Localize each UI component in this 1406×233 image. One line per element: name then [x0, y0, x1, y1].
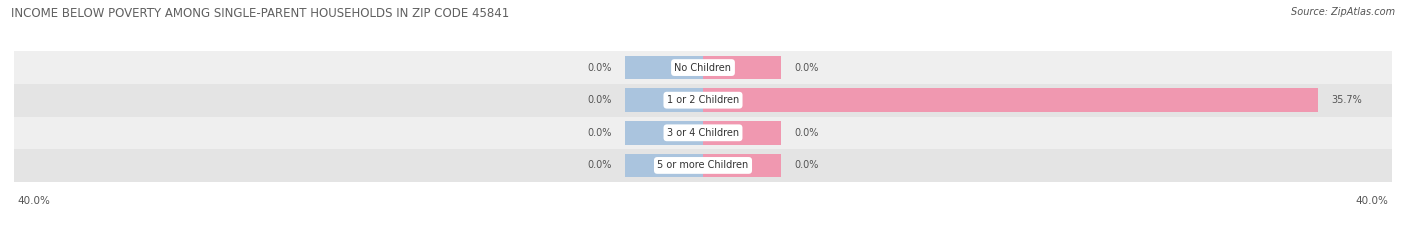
Bar — [14, 116, 1392, 149]
Text: 0.0%: 0.0% — [588, 95, 612, 105]
Text: 0.0%: 0.0% — [588, 161, 612, 170]
Text: 0.0%: 0.0% — [794, 128, 818, 138]
Text: INCOME BELOW POVERTY AMONG SINGLE-PARENT HOUSEHOLDS IN ZIP CODE 45841: INCOME BELOW POVERTY AMONG SINGLE-PARENT… — [11, 7, 509, 20]
Bar — [14, 51, 1392, 84]
Text: No Children: No Children — [675, 63, 731, 72]
Bar — [703, 121, 780, 144]
Bar — [14, 84, 1392, 116]
Text: 40.0%: 40.0% — [17, 196, 51, 206]
Text: 3 or 4 Children: 3 or 4 Children — [666, 128, 740, 138]
Text: 35.7%: 35.7% — [1331, 95, 1362, 105]
Text: 40.0%: 40.0% — [1355, 196, 1389, 206]
Text: Source: ZipAtlas.com: Source: ZipAtlas.com — [1291, 7, 1395, 17]
Bar — [626, 121, 703, 144]
Text: 0.0%: 0.0% — [588, 128, 612, 138]
Text: 0.0%: 0.0% — [794, 63, 818, 72]
Bar — [626, 89, 703, 112]
Bar — [703, 154, 780, 177]
Bar — [703, 56, 780, 79]
Text: 5 or more Children: 5 or more Children — [658, 161, 748, 170]
Bar — [703, 89, 1317, 112]
Text: 0.0%: 0.0% — [794, 161, 818, 170]
Text: 1 or 2 Children: 1 or 2 Children — [666, 95, 740, 105]
Bar — [626, 56, 703, 79]
Bar — [14, 149, 1392, 182]
Bar — [626, 154, 703, 177]
Text: 0.0%: 0.0% — [588, 63, 612, 72]
